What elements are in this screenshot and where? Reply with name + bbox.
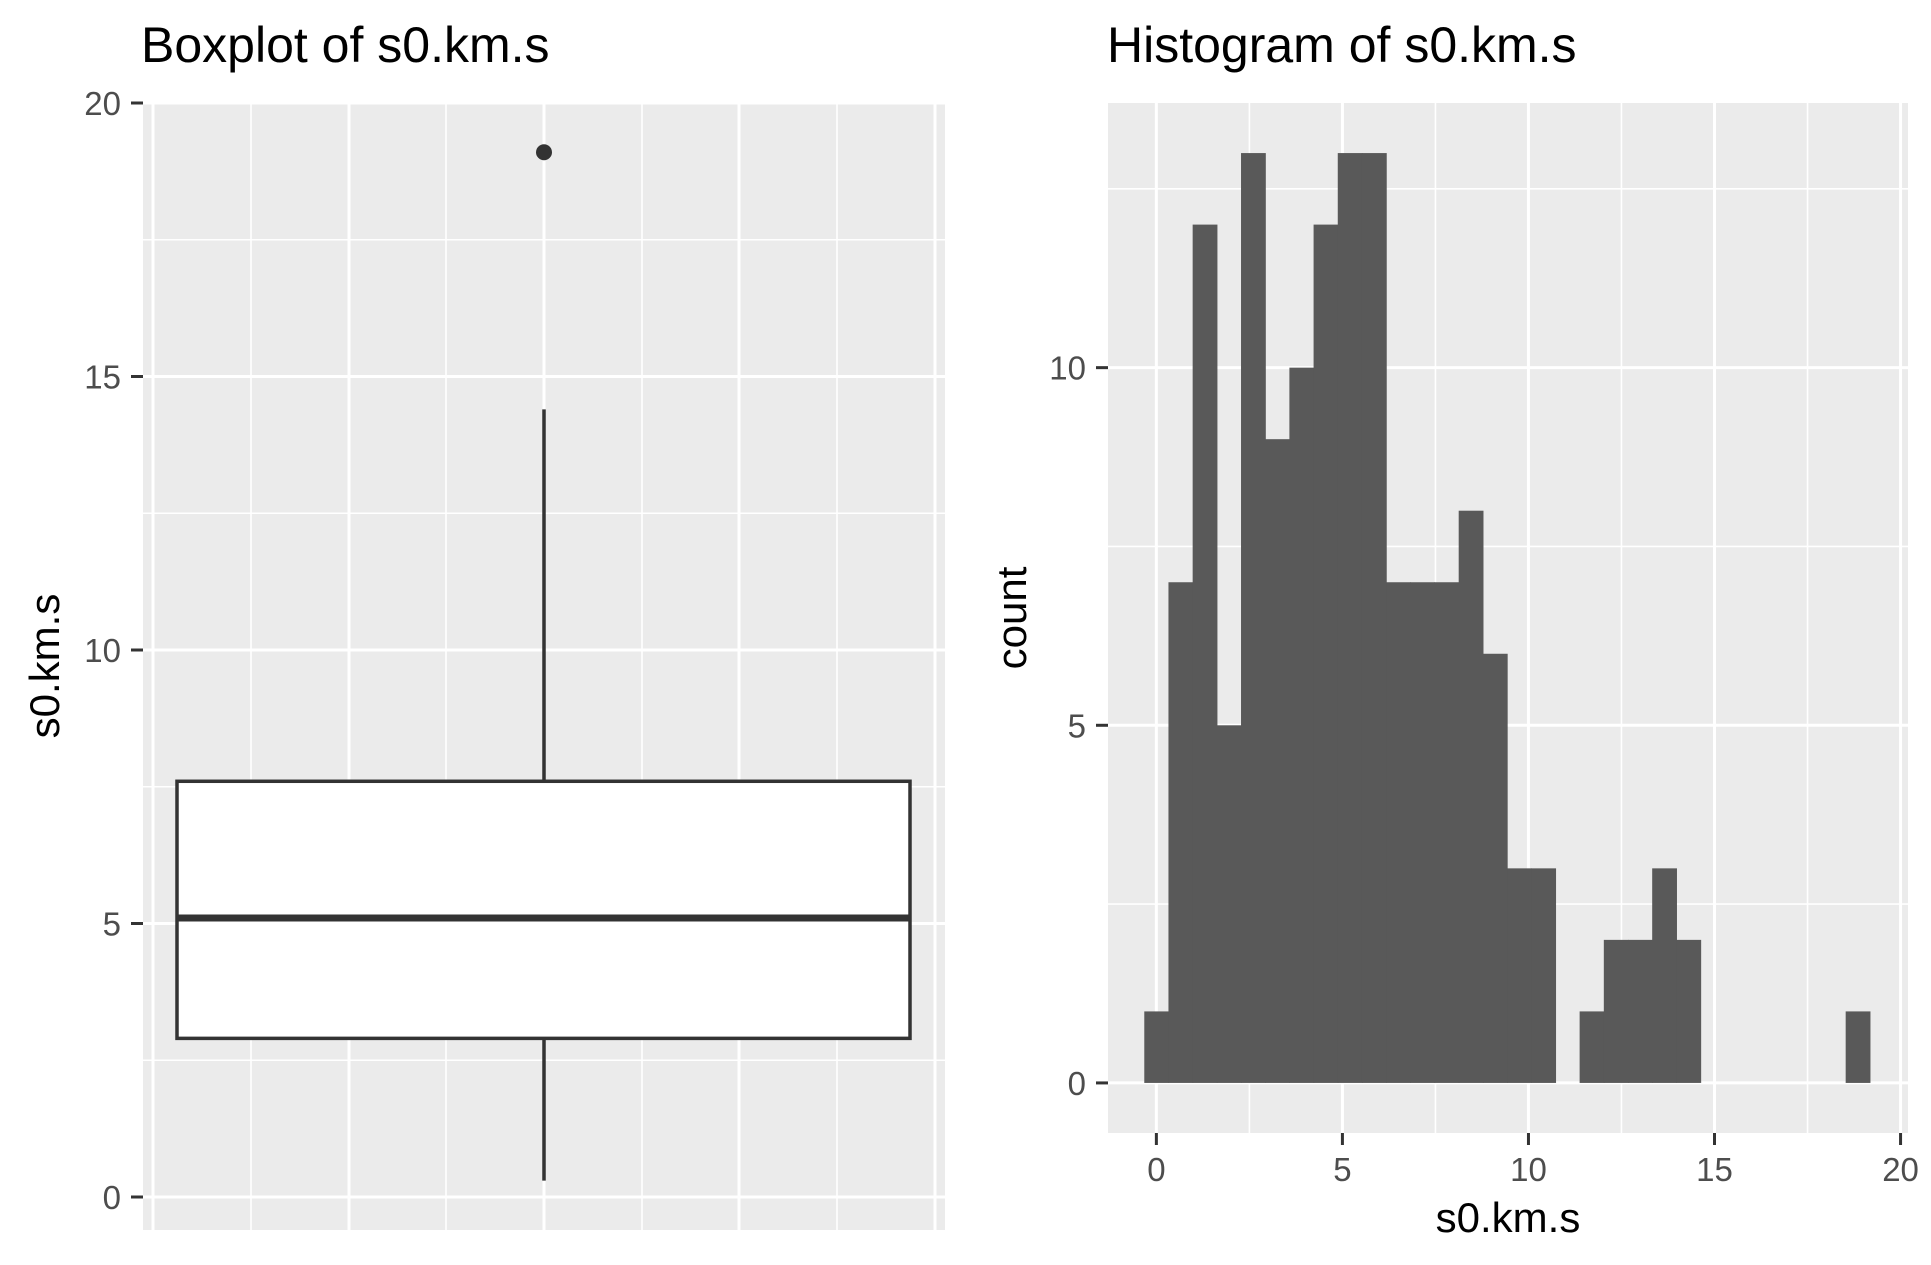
histogram-bar bbox=[1410, 582, 1436, 1083]
histogram-bar bbox=[1507, 868, 1532, 1083]
histogram-x-tick-label: 20 bbox=[1882, 1151, 1919, 1188]
histogram-bar bbox=[1531, 868, 1557, 1083]
histogram-title: Histogram of s0.km.s bbox=[1107, 17, 1577, 73]
histogram-x-tick-label: 15 bbox=[1696, 1151, 1733, 1188]
boxplot-title: Boxplot of s0.km.s bbox=[141, 17, 550, 73]
boxplot-outlier-point bbox=[536, 144, 552, 161]
histogram-bar bbox=[1482, 653, 1508, 1083]
histogram-bar bbox=[1458, 510, 1484, 1083]
histogram-bar bbox=[1168, 582, 1194, 1083]
histogram-bar bbox=[1241, 153, 1266, 1083]
histogram-y-axis: 0 5 10 bbox=[1049, 350, 1108, 1102]
histogram-y-tick-label: 10 bbox=[1049, 350, 1086, 387]
boxplot-y-tick-label: 10 bbox=[84, 632, 121, 669]
histogram-bar bbox=[1628, 939, 1653, 1083]
boxplot-y-tick-label: 5 bbox=[103, 906, 121, 943]
histogram-bar bbox=[1652, 868, 1677, 1083]
histogram-x-tick-label: 0 bbox=[1147, 1151, 1165, 1188]
histogram-bar bbox=[1265, 439, 1290, 1083]
histogram-y-tick-label: 5 bbox=[1068, 707, 1086, 744]
histogram-bar bbox=[1579, 1011, 1605, 1083]
histogram-x-axis: 0 5 10 15 20 bbox=[1147, 1133, 1919, 1188]
boxplot-gridlines bbox=[143, 101, 945, 1230]
histogram-bar bbox=[1313, 224, 1339, 1083]
histogram-bar bbox=[1216, 725, 1242, 1083]
histogram-bar bbox=[1361, 153, 1387, 1083]
histogram-bar bbox=[1603, 939, 1629, 1083]
boxplot-panel: 0 5 10 15 20 Boxplot of s0.km.s s0.km.s bbox=[21, 17, 945, 1230]
boxplot-y-tick-label: 15 bbox=[84, 359, 121, 396]
histogram-bars bbox=[1144, 153, 1871, 1083]
histogram-bar bbox=[1845, 1011, 1871, 1083]
boxplot-box bbox=[175, 779, 912, 1041]
histogram-x-tick-label: 10 bbox=[1510, 1151, 1547, 1188]
histogram-bar bbox=[1289, 367, 1315, 1083]
histogram-x-tick-label: 5 bbox=[1333, 1151, 1351, 1188]
histogram-bar bbox=[1434, 582, 1460, 1083]
histogram-bar bbox=[1386, 582, 1411, 1083]
boxplot-y-tick-label: 0 bbox=[103, 1179, 121, 1216]
boxplot-y-axis-title: s0.km.s bbox=[21, 594, 68, 739]
histogram-bar bbox=[1676, 939, 1702, 1083]
histogram-bar bbox=[1144, 1011, 1170, 1083]
histogram-bar bbox=[1337, 153, 1363, 1083]
histogram-panel: 0 5 10 0 5 10 15 20 Histogram of s0.km.s count… bbox=[988, 17, 1919, 1241]
histogram-x-axis-title: s0.km.s bbox=[1436, 1194, 1581, 1241]
boxplot-marks bbox=[175, 144, 912, 1181]
boxplot-y-tick-label: 20 bbox=[84, 85, 121, 122]
histogram-y-tick-label: 0 bbox=[1068, 1065, 1086, 1102]
histogram-y-axis-title: count bbox=[988, 566, 1035, 669]
boxplot-y-axis: 0 5 10 15 20 bbox=[84, 85, 143, 1216]
histogram-bar bbox=[1192, 224, 1218, 1083]
